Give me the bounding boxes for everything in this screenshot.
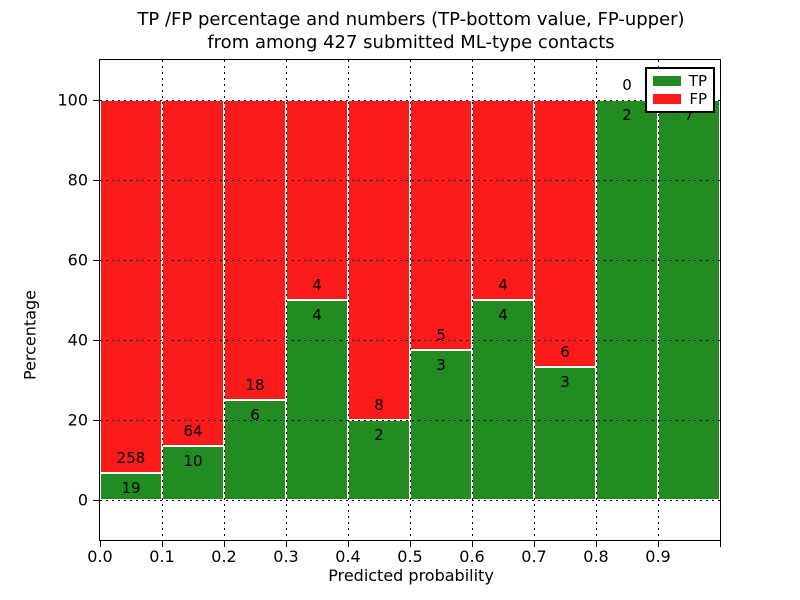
- x-tick: [410, 541, 411, 547]
- bar-segment-tp: [162, 445, 224, 500]
- bar-segment-fp: [100, 100, 162, 473]
- bar-label-fp: 258: [116, 448, 146, 467]
- chart-title-line2: from among 427 submitted ML-type contact…: [207, 32, 615, 53]
- x-tick-label: 0.6: [459, 547, 485, 566]
- chart-title: TP /FP percentage and numbers (TP-bottom…: [100, 8, 722, 54]
- x-tick-label: 0.1: [149, 547, 175, 566]
- bar-segment-tp: [472, 300, 534, 500]
- x-tick: [348, 541, 349, 547]
- bar-label-tp: 3: [560, 372, 570, 391]
- bar-segment-tp: [410, 350, 472, 500]
- x-tick-label: 0.2: [211, 547, 237, 566]
- x-tick-label: 0.8: [583, 547, 609, 566]
- bar-label-tp: 3: [436, 356, 446, 374]
- bar-label-fp: 4: [498, 276, 508, 294]
- x-gridline: [162, 60, 163, 540]
- fp-color-swatch: [653, 94, 681, 104]
- x-tick: [162, 541, 163, 547]
- bar-segment-tp: [658, 100, 720, 500]
- bar-label-fp: 8: [374, 396, 384, 414]
- bar-segment-fp: [286, 100, 348, 300]
- bar-label-tp: 4: [312, 306, 322, 324]
- x-tick-label: 0.7: [521, 547, 547, 566]
- y-gridline: [100, 500, 720, 501]
- bar-label-fp: 4: [312, 276, 322, 294]
- bar-segment-fp: [472, 100, 534, 300]
- legend-item-tp: TP: [653, 72, 707, 90]
- x-tick-label: 0.5: [397, 547, 423, 566]
- y-tick: [93, 500, 99, 501]
- y-tick: [93, 420, 99, 421]
- x-gridline: [472, 60, 473, 540]
- bar-label-fp: 18: [245, 376, 265, 394]
- x-tick: [224, 541, 225, 547]
- x-tick: [100, 541, 101, 547]
- bar-label-tp: 4: [498, 306, 508, 324]
- bar-label-fp: 5: [436, 326, 446, 344]
- bar-segment-fp: [162, 100, 224, 446]
- x-gridline: [596, 60, 597, 540]
- y-tick: [93, 260, 99, 261]
- y-tick: [93, 180, 99, 181]
- y-tick-label: 40: [67, 330, 88, 350]
- legend-label-tp: TP: [688, 72, 707, 90]
- y-gridline: [100, 260, 720, 261]
- y-tick: [93, 100, 99, 101]
- legend-label-fp: FP: [689, 90, 707, 108]
- x-tick-label: 0.3: [273, 547, 299, 566]
- x-gridline: [224, 60, 225, 540]
- chart-title-line1: TP /FP percentage and numbers (TP-bottom…: [137, 9, 685, 30]
- plot-area: TP FP 25819641018644825344630207: [99, 59, 721, 541]
- bar-segment-tp: [286, 300, 348, 500]
- bar-label-fp: 0: [622, 76, 632, 94]
- x-tick: [472, 541, 473, 547]
- x-axis-label: Predicted probability: [328, 566, 494, 585]
- y-tick-label: 0: [77, 490, 88, 510]
- bar-label-fp: 6: [560, 342, 570, 361]
- y-gridline: [100, 180, 720, 181]
- bar-segment-fp: [410, 100, 472, 350]
- x-gridline: [286, 60, 287, 540]
- bar-label-tp: 10: [183, 451, 203, 470]
- bar-label-fp: 64: [183, 421, 203, 440]
- bar-segment-tp: [100, 472, 162, 500]
- bar-label-tp: 2: [622, 106, 632, 124]
- x-tick: [596, 541, 597, 547]
- y-gridline: [100, 420, 720, 421]
- legend: TP FP: [645, 67, 715, 113]
- y-tick-label: 20: [67, 410, 88, 430]
- y-tick-label: 100: [57, 90, 88, 110]
- y-tick-label: 60: [67, 250, 88, 270]
- x-tick-label: 0.9: [645, 547, 671, 566]
- x-gridline: [658, 60, 659, 540]
- bar-label-tp: 6: [250, 406, 260, 424]
- x-gridline: [410, 60, 411, 540]
- y-gridline: [100, 340, 720, 341]
- x-tick-label: 0.0: [87, 547, 113, 566]
- y-axis-label: Percentage: [20, 289, 40, 381]
- bar-segment-fp: [534, 100, 596, 367]
- bar-segment-fp: [224, 100, 286, 400]
- bar-label-tp: 2: [374, 426, 384, 444]
- x-tick: [658, 541, 659, 547]
- tp-color-swatch: [653, 76, 681, 86]
- legend-item-fp: FP: [653, 90, 707, 108]
- bar-label-tp: 19: [121, 478, 141, 497]
- x-tick: [534, 541, 535, 547]
- x-gridline: [534, 60, 535, 540]
- y-tick-label: 80: [67, 170, 88, 190]
- y-gridline: [100, 100, 720, 101]
- bar-segment-tp: [596, 100, 658, 500]
- x-tick: [720, 541, 721, 547]
- bar-segment-tp: [348, 420, 410, 500]
- y-tick: [93, 340, 99, 341]
- x-tick-label: 0.4: [335, 547, 361, 566]
- x-gridline: [348, 60, 349, 540]
- bar-label-tp: 7: [684, 106, 694, 124]
- x-tick: [286, 541, 287, 547]
